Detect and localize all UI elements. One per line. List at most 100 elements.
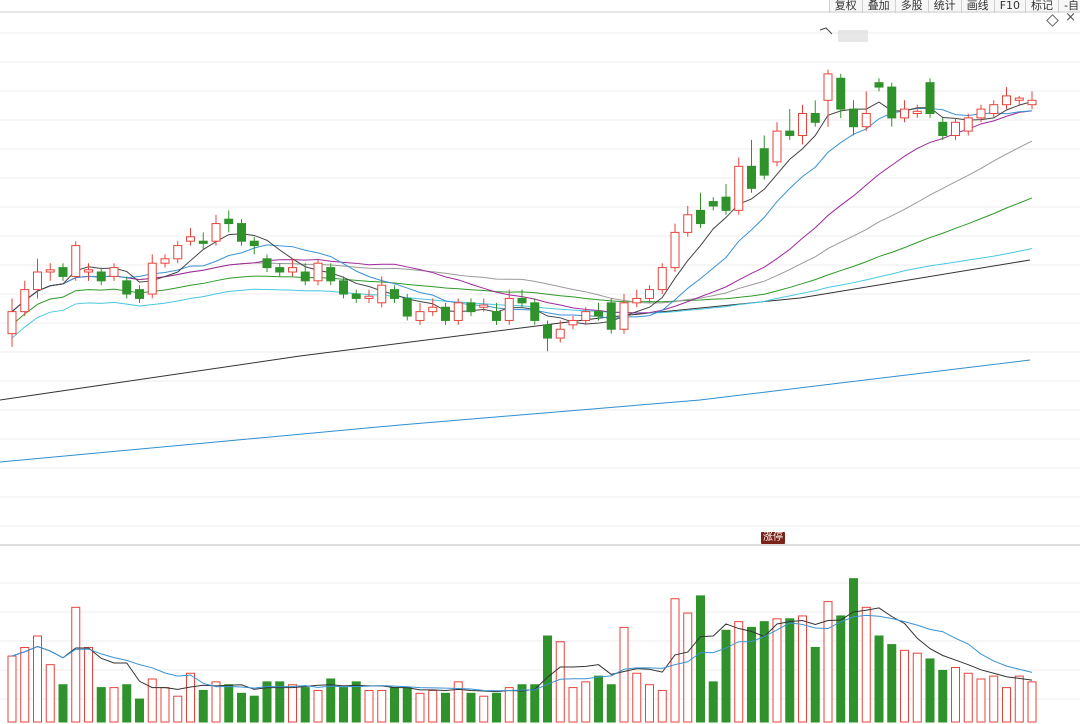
volume-bar <box>734 621 744 723</box>
candle-body <box>823 73 833 101</box>
volume-bar <box>377 689 387 723</box>
ma500-line <box>0 359 1031 463</box>
peak-label-blur <box>838 30 868 42</box>
toolbar-button-6[interactable]: 标记 <box>1026 0 1060 13</box>
candle-body <box>798 113 807 137</box>
volume-bar <box>1014 675 1024 723</box>
volume-bar <box>262 681 272 723</box>
volume-bar <box>657 689 667 723</box>
candle-body <box>351 293 361 299</box>
candle-body <box>441 306 450 321</box>
volume-bar <box>313 689 323 723</box>
volume-bar <box>951 667 960 723</box>
close-icon[interactable]: × <box>1065 10 1076 25</box>
volume-bar <box>135 698 144 723</box>
candle-body <box>836 77 846 110</box>
candle-body <box>428 306 438 313</box>
candle-body <box>224 218 234 225</box>
candle-body <box>313 262 323 282</box>
toolbar-button-0[interactable]: 复权 <box>829 0 863 13</box>
candle-body <box>504 297 514 321</box>
candle-body <box>84 269 93 273</box>
volume-bar <box>504 687 514 723</box>
volume-bar <box>249 695 259 723</box>
volume-bar <box>147 678 157 723</box>
ma250-line <box>0 259 1031 401</box>
volume-bar <box>887 644 897 723</box>
candle-body <box>262 258 272 269</box>
volume-bar <box>402 687 412 723</box>
volume-bar <box>428 689 438 723</box>
volume-bar <box>326 678 336 723</box>
candle-body <box>466 302 476 313</box>
candle-body <box>237 223 246 242</box>
volume-bar <box>810 646 820 723</box>
volume-bar <box>71 606 81 723</box>
volume-bar <box>1002 687 1011 723</box>
candle-body <box>657 267 667 291</box>
volume-bar <box>466 692 476 723</box>
candle-body <box>20 289 30 313</box>
volume-bar <box>186 672 195 723</box>
candle-body <box>109 267 119 277</box>
toolbar-button-1[interactable]: 叠加 <box>862 0 896 13</box>
volume-bar <box>785 618 795 723</box>
candle-body <box>963 117 973 132</box>
candle-body <box>33 271 42 291</box>
volume-bar <box>58 684 68 723</box>
volume-bar <box>963 672 973 723</box>
candle-body <box>135 289 144 299</box>
volume-bar <box>594 675 603 723</box>
volume-bar <box>849 578 858 723</box>
volume-bar <box>211 681 221 723</box>
volume-bar <box>938 669 948 723</box>
volume-bar <box>7 655 17 723</box>
candle-body <box>147 262 157 295</box>
candle-body <box>861 113 871 128</box>
candle-body <box>492 311 501 321</box>
volume-bar <box>1027 681 1037 723</box>
volume-ma5-line <box>11 607 1033 693</box>
volume-bar <box>632 672 642 723</box>
candle-body <box>390 289 399 299</box>
volume-bar <box>45 664 55 723</box>
volume-bar <box>823 601 833 723</box>
candle-body <box>708 201 718 207</box>
volume-bar <box>861 606 871 723</box>
volume-bar <box>836 615 846 723</box>
peak-marker <box>819 27 833 35</box>
candle-body <box>696 209 705 225</box>
volume-bar <box>20 646 30 723</box>
volume-bar <box>109 687 119 723</box>
volume-bar <box>708 681 718 723</box>
candle-body <box>543 324 552 339</box>
candle-body <box>925 82 935 115</box>
volume-bar <box>288 684 297 723</box>
volume-bar <box>364 689 374 723</box>
volume-bar <box>696 595 705 723</box>
toolbar-button-7[interactable]: -自 <box>1059 0 1080 13</box>
candle-body <box>900 108 909 119</box>
candle-body <box>619 302 629 330</box>
candle-body <box>568 319 578 326</box>
candle-body <box>645 289 654 299</box>
volume-bar <box>912 652 922 723</box>
volume-bar <box>160 687 170 723</box>
volume-bar <box>670 598 680 723</box>
volume-bar <box>568 687 578 723</box>
volume-bar <box>224 684 234 723</box>
volume-bar <box>275 681 285 723</box>
toolbar-button-3[interactable]: 统计 <box>928 0 962 13</box>
candle-body <box>1014 97 1024 101</box>
toolbar-button-5[interactable]: F10 <box>994 0 1027 13</box>
volume-bar <box>645 684 654 723</box>
candle-body <box>976 108 986 119</box>
toolbar-button-2[interactable]: 多股 <box>895 0 929 13</box>
candle-body <box>772 130 782 163</box>
volume-bar <box>390 687 399 723</box>
ma5-line <box>11 101 1033 325</box>
toolbar-button-4[interactable]: 画线 <box>961 0 995 13</box>
volume-bar <box>874 635 884 723</box>
candle-body <box>339 280 348 295</box>
candle-body <box>721 196 731 211</box>
